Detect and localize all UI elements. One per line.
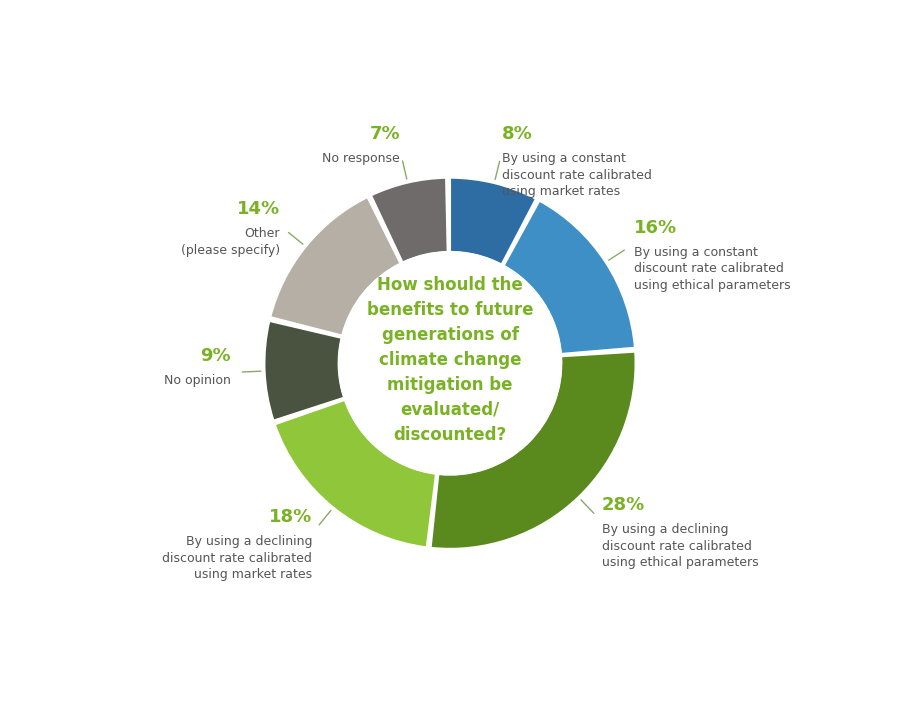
Text: 8%: 8%: [502, 125, 533, 143]
Wedge shape: [274, 400, 436, 547]
Text: 18%: 18%: [269, 508, 312, 526]
Text: 9%: 9%: [201, 347, 231, 365]
Text: No response: No response: [322, 152, 400, 165]
Text: 14%: 14%: [237, 200, 280, 218]
Text: No opinion: No opinion: [165, 375, 231, 387]
Text: 16%: 16%: [634, 219, 677, 236]
Circle shape: [338, 252, 562, 474]
Text: 28%: 28%: [601, 496, 644, 514]
Text: By using a constant
discount rate calibrated
using ethical parameters: By using a constant discount rate calibr…: [634, 246, 790, 292]
Wedge shape: [430, 352, 635, 549]
Text: By using a declining
discount rate calibrated
using ethical parameters: By using a declining discount rate calib…: [601, 523, 758, 569]
Wedge shape: [504, 200, 634, 354]
Wedge shape: [371, 178, 447, 263]
Text: How should the
benefits to future
generations of
climate change
mitigation be
ev: How should the benefits to future genera…: [367, 275, 533, 444]
Text: Other
(please specify): Other (please specify): [181, 227, 280, 257]
Text: 7%: 7%: [369, 125, 400, 142]
Text: By using a declining
discount rate calibrated
using market rates: By using a declining discount rate calib…: [162, 535, 312, 581]
Text: By using a constant
discount rate calibrated
using market rates: By using a constant discount rate calibr…: [502, 152, 652, 198]
Wedge shape: [265, 321, 344, 421]
Wedge shape: [450, 178, 536, 265]
Wedge shape: [270, 197, 400, 336]
